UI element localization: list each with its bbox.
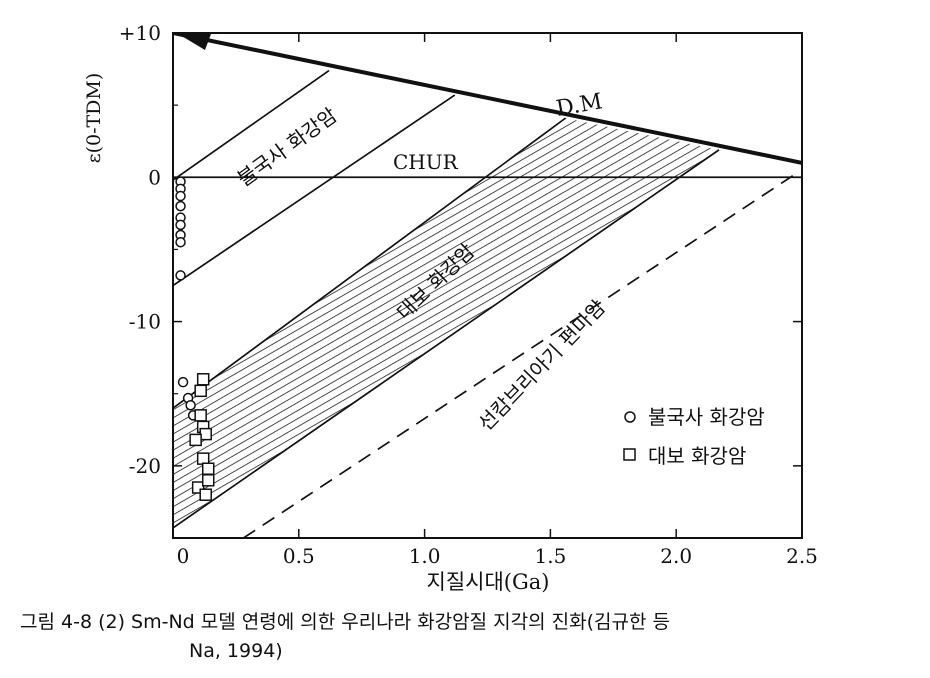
x-tick-label: 2.5 [786, 544, 818, 568]
data-points [175, 176, 215, 501]
precambrian-label: 선캄브리아기 편마암 [473, 295, 610, 435]
x-tick-label: 0 [177, 544, 190, 568]
point-bulguksa [177, 376, 189, 388]
y-tick-label: -20 [129, 454, 161, 478]
line-d-m [173, 33, 802, 165]
reference-lines [173, 32, 802, 538]
point-daebo [196, 373, 210, 386]
point-bulguksa [175, 200, 186, 212]
point-daebo [189, 433, 202, 447]
dm-arrowhead [175, 32, 211, 50]
chur-label: CHUR [393, 150, 459, 174]
line-daebo-upper [173, 117, 567, 409]
daebo-hatched-area [173, 118, 719, 528]
daebo-band [173, 118, 719, 528]
x-tick-label: 2.0 [660, 544, 692, 568]
figure-caption-line1: 그림 4-8 (2) Sm-Nd 모델 연령에 의한 우리나라 화강암질 지각의… [20, 611, 670, 633]
legend-square-marker [623, 448, 636, 461]
plot-frame [172, 32, 803, 539]
line-bulguksa-upper [173, 69, 330, 181]
point-daebo [201, 462, 215, 475]
legend-entry-bulguksa: 불국사 화강암 [648, 405, 765, 429]
point-daebo [194, 384, 207, 398]
point-daebo [194, 409, 207, 422]
y-tick-label: 0 [148, 165, 161, 189]
point-bulguksa [175, 219, 186, 231]
figure-caption-line2: Na, 1994) [189, 640, 283, 662]
axis-ticks: 0 0.5 1.0 1.5 2.0 2.5 +10 0 -10 -20 [119, 21, 818, 568]
legend: 불국사 화강암 대보 화강암 [623, 405, 765, 468]
chart: 0 0.5 1.0 1.5 2.0 2.5 +10 0 -10 -20 ε(0-TDM) 지질시대… [83, 21, 818, 594]
point-bulguksa [185, 400, 196, 411]
legend-circle-marker [624, 411, 636, 423]
xlabel: 지질시대(Ga) [427, 570, 550, 594]
legend-entry-daebo: 대보 화강암 [648, 444, 746, 468]
point-bulguksa [175, 190, 186, 202]
line-daebo-lower [173, 149, 720, 529]
y-tick-label: -10 [129, 310, 161, 334]
dm-label: D.M [554, 89, 604, 122]
x-tick-label: 0.5 [283, 544, 315, 568]
x-tick-label: 1.5 [534, 544, 566, 568]
point-daebo [199, 488, 212, 501]
point-bulguksa [175, 270, 186, 281]
y-tick-label: +10 [119, 21, 161, 45]
line-precambrian [242, 172, 798, 538]
point-bulguksa [175, 236, 186, 248]
line-bulguksa-lower [173, 94, 456, 287]
x-tick-label: 1.0 [409, 544, 441, 568]
point-daebo [201, 474, 215, 487]
ylabel: ε(0-TDM) [83, 73, 105, 164]
point-daebo [191, 481, 205, 494]
